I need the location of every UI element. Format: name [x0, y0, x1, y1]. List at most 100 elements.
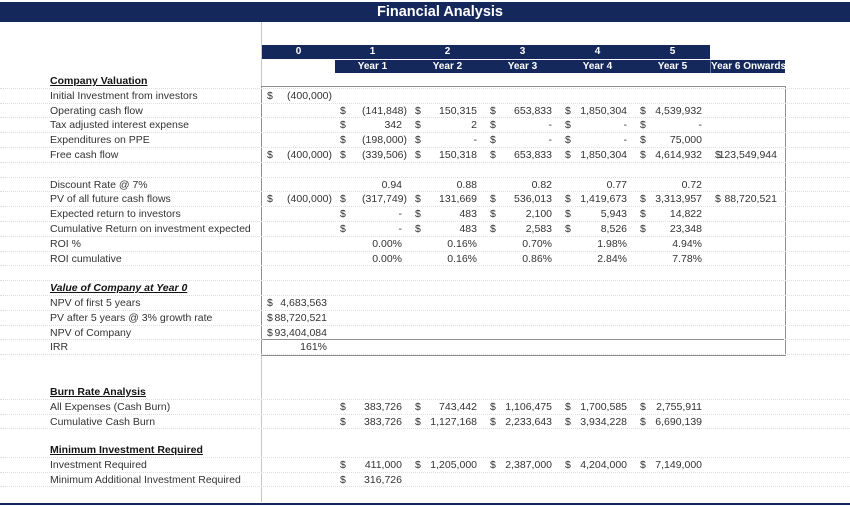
cell-value: 150,318: [439, 148, 477, 161]
section-heading-row: Burn Rate Analysis: [0, 385, 850, 400]
cell-value: -: [548, 119, 553, 132]
cell-y4: 0.77: [560, 178, 635, 192]
section-heading-row: Company Valuation: [0, 74, 850, 89]
period-number-row: 0 1 2 3 4 5: [261, 45, 710, 59]
cell-value: 0.16%: [447, 252, 477, 265]
table-row: Free cash flow $ (400,000) $ (339,506) $150,3…: [0, 148, 850, 163]
table-row: Expenditures on PPE $ (198,000) $ - $ - $ - $75,0…: [0, 133, 850, 148]
currency-symbol: $: [490, 400, 496, 413]
table-row: Investment Required $411,000 $1,205,000 $2,…: [0, 458, 850, 473]
currency-symbol: $: [267, 148, 273, 161]
currency-symbol: $: [340, 415, 346, 428]
cell-y5: $2,755,911: [635, 400, 710, 414]
cell-y4: $8,526: [560, 222, 635, 236]
column-header-year-5: Year 5: [657, 61, 688, 72]
cell-y3: $2,233,643: [485, 415, 560, 429]
cell-value: 2,233,643: [505, 415, 552, 428]
currency-symbol: $: [340, 148, 346, 161]
currency-symbol: $: [340, 222, 346, 235]
cell-y3: $1,106,475: [485, 400, 560, 414]
currency-symbol: $: [267, 326, 273, 339]
currency-symbol: $: [565, 119, 571, 132]
currency-symbol: $: [490, 415, 496, 428]
currency-symbol: $: [715, 148, 721, 161]
row-label: Initial Investment from investors: [50, 89, 198, 102]
cell-y2: $131,669: [410, 192, 485, 206]
cell-value: 483: [459, 208, 477, 221]
cell-c0: $4,683,563: [262, 296, 335, 310]
table-row: Cumulative Cash Burn $383,726 $1,127,168 $2…: [0, 415, 850, 430]
cell-y5: 7.78%: [635, 252, 710, 266]
row-label: ROI cumulative: [50, 252, 122, 265]
cell-value: 1.98%: [597, 237, 627, 250]
cell-y2: $150,315: [410, 104, 485, 118]
cell-y4: $1,419,673: [560, 192, 635, 206]
cell-value: 0.72: [681, 178, 702, 191]
cell-y3: 0.82: [485, 178, 560, 192]
cell-value: 1,419,673: [580, 193, 627, 206]
currency-symbol: $: [640, 415, 646, 428]
cell-value: 1,106,475: [505, 400, 552, 413]
currency-symbol: $: [565, 193, 571, 206]
cell-y3: $2,100: [485, 207, 560, 221]
cell-y4: $4,204,000: [560, 458, 635, 472]
currency-symbol: $: [340, 134, 346, 147]
row-label: Operating cash flow: [50, 104, 143, 117]
cell-value: 0.88: [456, 178, 477, 191]
cell-y2: $1,205,000: [410, 458, 485, 472]
cell-value: 6,690,139: [655, 415, 702, 428]
total-rule: [262, 339, 784, 341]
cell-c0: $ (400,000): [262, 192, 335, 206]
cell-y2: $1,127,168: [410, 415, 485, 429]
currency-symbol: $: [565, 415, 571, 428]
cell-y4: $1,850,304: [560, 148, 635, 162]
cell-value: 8,526: [600, 222, 627, 235]
table-row: ROI % 0.00% 0.16% 0.70% 1.98% 4.94%: [0, 237, 850, 252]
cell-value: 4,614,932: [655, 148, 702, 161]
table-row: Tax adjusted interest expense $342 $2 $ - $ - $…: [0, 118, 850, 134]
row-label: Discount Rate @ 7%: [50, 178, 148, 191]
currency-symbol: $: [490, 134, 496, 147]
cell-y2: $2: [410, 118, 485, 132]
cell-y2: $483: [410, 207, 485, 221]
page-title: Financial Analysis: [377, 4, 503, 20]
column-header-year-1: Year 1: [357, 61, 388, 72]
column-header-year6: Year 6 Onwards: [710, 60, 787, 73]
column-header-period-2: 2: [444, 46, 451, 57]
cell-y1: $383,726: [335, 400, 410, 414]
table-row: PV of all future cash flows $ (400,000) $ (3…: [0, 192, 850, 208]
cell-value: 0.77: [606, 178, 627, 191]
currency-symbol: $: [490, 104, 496, 117]
row-label: Minimum Investment Required: [50, 444, 203, 456]
cell-y2: 0.88: [410, 178, 485, 192]
table-row: IRR 161%: [0, 339, 850, 356]
cell-value: 75,000: [669, 134, 702, 147]
cell-value: (317,749): [362, 193, 407, 206]
currency-symbol: $: [415, 222, 421, 235]
currency-symbol: $: [340, 400, 346, 413]
cell-y2: $483: [410, 222, 485, 236]
row-label: Company Valuation: [50, 75, 148, 87]
column-header-period-1: 1: [369, 46, 376, 57]
table-row: Expected return to investors $ - $483 $2,100…: [0, 207, 850, 222]
cell-value: 3,313,957: [655, 193, 702, 206]
cell-value: 4,539,932: [655, 104, 702, 117]
currency-symbol: $: [415, 193, 421, 206]
cell-y1: $411,000: [335, 458, 410, 472]
cell-y5: $14,822: [635, 207, 710, 221]
row-label: Tax adjusted interest expense: [50, 119, 189, 132]
cell-y3: 0.86%: [485, 252, 560, 266]
table-row: Initial Investment from investors $ (400,0…: [0, 89, 850, 104]
cell-y1: $ -: [335, 207, 410, 221]
currency-symbol: $: [640, 458, 646, 471]
cell-y3: $536,013: [485, 192, 560, 206]
cell-y2: $ -: [410, 133, 485, 147]
cell-value: -: [548, 134, 553, 147]
currency-symbol: $: [415, 458, 421, 471]
currency-symbol: $: [640, 193, 646, 206]
cell-c0: $88,720,521: [262, 311, 335, 325]
cell-value: 4,683,563: [280, 296, 327, 309]
row-label: IRR: [50, 341, 69, 354]
cell-y1: $ (198,000): [335, 133, 410, 147]
row-label: Expenditures on PPE: [50, 134, 150, 147]
